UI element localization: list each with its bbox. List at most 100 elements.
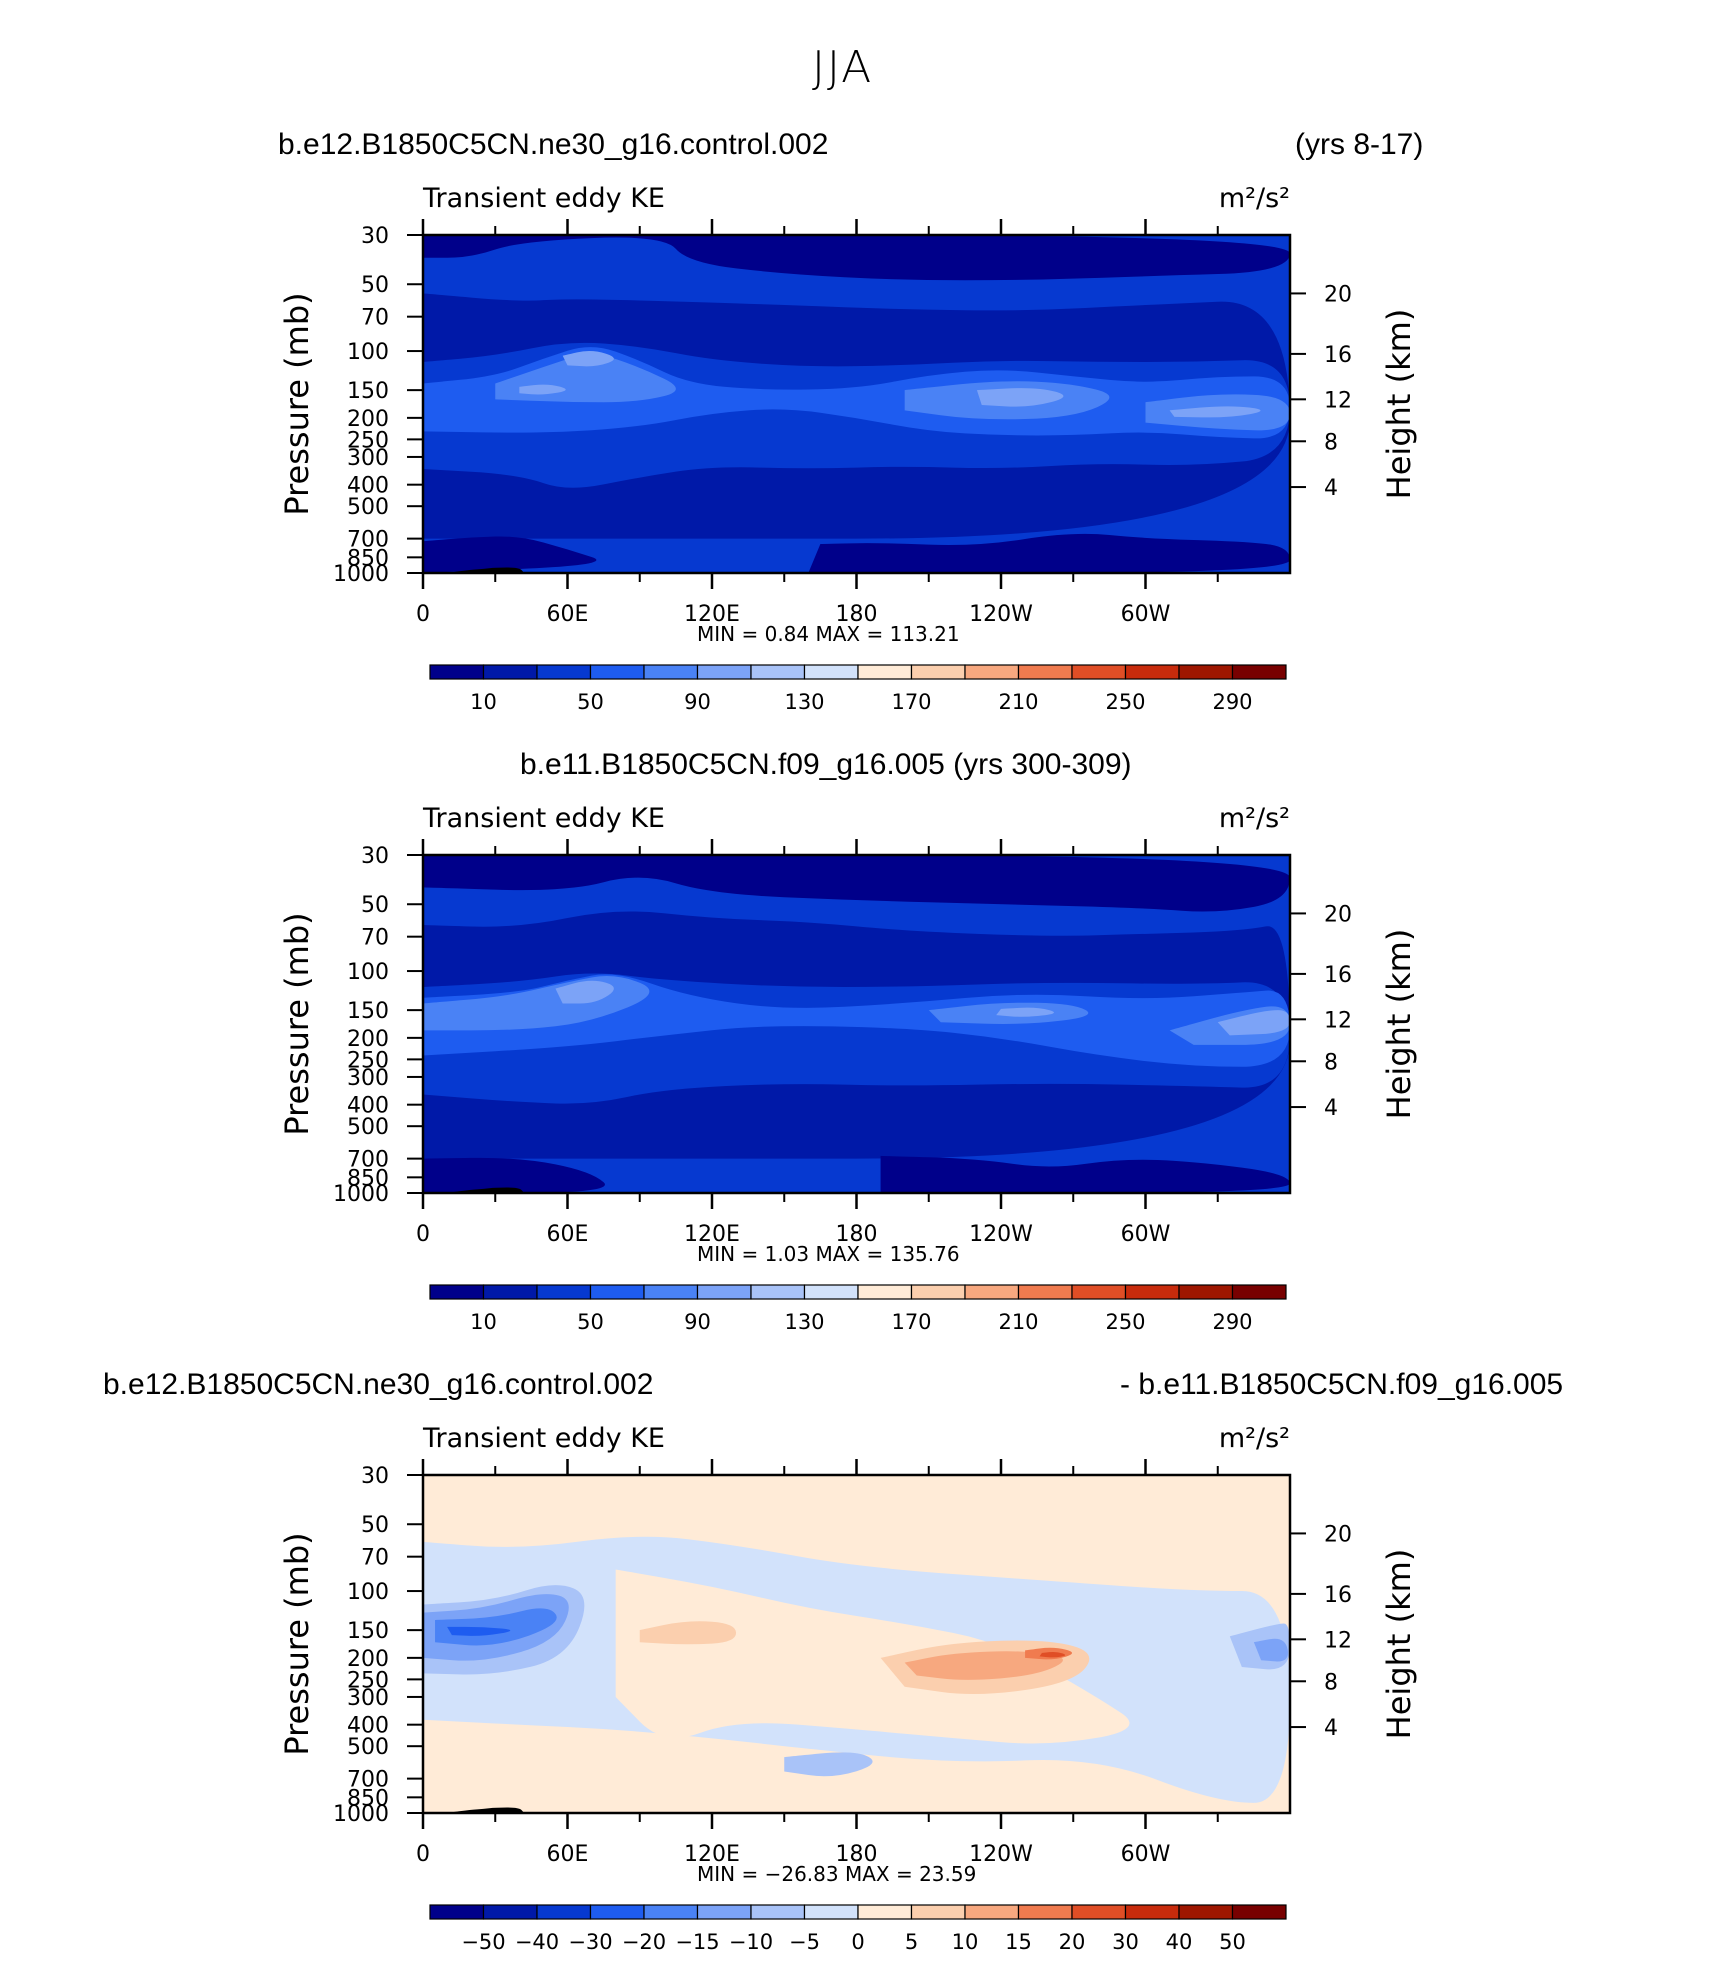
contour-field [423,1475,1290,1813]
colorbar-label: 10 [470,1310,497,1334]
y-pressure-tick-label: 1000 [333,1802,389,1827]
y-pressure-tick-label: 400 [347,1094,389,1119]
x-tick-label: 0 [416,1842,430,1867]
x-tick-label: 120W [969,602,1033,627]
colorbar-swatch [750,664,806,680]
colorbar-swatch [857,1904,913,1920]
x-tick-label: 60W [1121,1222,1171,1247]
y-pressure-tick-label: 700 [347,1768,389,1793]
contour-region [447,1626,511,1636]
y-pressure-tick-label: 150 [347,1619,389,1644]
y-pressure-tick-label: 850 [347,546,389,571]
colorbar: −50 −40 −30 −20 −15 −10 −5 0 5 10 15 20 30 40 50 [429,1904,1287,1954]
y-pressure-tick-label: 300 [347,446,389,471]
colorbar-swatch [536,664,592,680]
x-tick-label: 120W [969,1222,1033,1247]
colorbar-label: 170 [891,690,931,714]
colorbar-label: 0 [851,1930,864,1954]
y-height-tick-label: 8 [1324,430,1338,455]
contour-region [1217,1010,1290,1036]
contour-region [423,536,597,573]
colorbar-label: −50 [461,1930,505,1954]
plot-title: Transient eddy KE [422,803,665,834]
colorbar-label: 250 [1105,690,1145,714]
colorbar-swatch [857,664,913,680]
colorbar-swatch [1178,664,1234,680]
panel3-case-a-label: b.e12.B1850C5CN.ne30_g16.control.002 [103,1368,654,1401]
colorbar-swatch [429,1284,485,1300]
y-pressure-tick-label: 1000 [333,1182,389,1207]
y-pressure-tick-label: 300 [347,1066,389,1091]
y-pressure-tick-label: 150 [347,999,389,1024]
colorbar-swatch [1124,664,1180,680]
colorbar-swatch [1071,1904,1127,1920]
colorbar-swatch [857,1284,913,1300]
y-pressure-tick-label: 30 [361,224,389,249]
chart-panel-bottom: 0 60E 120E 180 120W 60W3050701001502002503004… [278,1423,1418,1954]
colorbar-swatch [482,1904,538,1920]
colorbar-label: 170 [891,1310,931,1334]
panel3-case-b-label: - b.e11.B1850C5CN.f09_g16.005 [1120,1368,1564,1401]
topography [447,567,525,573]
colorbar-label: 10 [952,1930,979,1954]
y-pressure-tick-label: 700 [347,1148,389,1173]
y-pressure-tick-label: 500 [347,495,389,520]
colorbar-swatch [643,664,699,680]
colorbar-label: −40 [515,1930,559,1954]
colorbar-label: −10 [729,1930,773,1954]
colorbar-swatch [1017,664,1073,680]
colorbar-label: 50 [577,1310,604,1334]
contour-field [423,855,1290,1193]
y-height-tick-label: 4 [1324,1716,1338,1741]
colorbar-swatch [536,1904,592,1920]
y-pressure-tick-label: 700 [347,528,389,553]
y-height-tick-label: 8 [1324,1670,1338,1695]
y-pressure-tick-label: 300 [347,1686,389,1711]
contour-region [1253,1638,1288,1662]
y-height-tick-label: 16 [1324,343,1352,368]
plot-title: Transient eddy KE [422,1423,665,1454]
colorbar-swatch [1231,1284,1287,1300]
colorbar-swatch [803,1284,859,1300]
contour-region [784,1752,873,1777]
contour-region [423,855,1290,912]
colorbar-label: 250 [1105,1310,1145,1334]
colorbar-label: 130 [784,1310,824,1334]
contour-region [519,384,566,395]
y-pressure-tick-label: 100 [347,960,389,985]
colorbar-label: −30 [568,1930,612,1954]
contour-region [562,351,614,367]
colorbar-swatch [1124,1284,1180,1300]
colorbar-swatch [964,1904,1020,1920]
colorbar-label: −20 [622,1930,666,1954]
contour-region [423,235,1290,281]
contour-region [1145,1475,1290,1581]
y-pressure-tick-label: 1000 [333,562,389,587]
y-axis-label-right: Height (km) [1380,309,1418,500]
units-label: m²/s² [1219,803,1290,834]
colorbar-swatch [1231,1904,1287,1920]
min-max-label: MIN = 1.03 MAX = 135.76 [697,1242,960,1266]
colorbar-label: 290 [1212,690,1252,714]
y-pressure-tick-label: 500 [347,1735,389,1760]
colorbar-swatch [964,1284,1020,1300]
colorbar-label: 130 [784,690,824,714]
y-pressure-tick-label: 70 [361,1546,389,1571]
colorbar-swatch [964,664,1020,680]
colorbar-label: −15 [675,1930,719,1954]
y-height-tick-label: 8 [1324,1050,1338,1075]
colorbar-swatch [1017,1284,1073,1300]
x-tick-label: 120E [684,1222,740,1247]
colorbar-label: 5 [905,1930,918,1954]
x-tick-label: 60E [547,1842,589,1867]
y-pressure-tick-label: 850 [347,1786,389,1811]
y-pressure-tick-label: 30 [361,844,389,869]
colorbar-swatch [1124,1904,1180,1920]
colorbar-swatch [429,664,485,680]
x-tick-label: 180 [836,1842,878,1867]
colorbar-swatch [910,1904,966,1920]
colorbar-swatch [589,664,645,680]
colorbar-swatch [1178,1904,1234,1920]
y-axis-label-left: Pressure (mb) [278,1532,316,1755]
